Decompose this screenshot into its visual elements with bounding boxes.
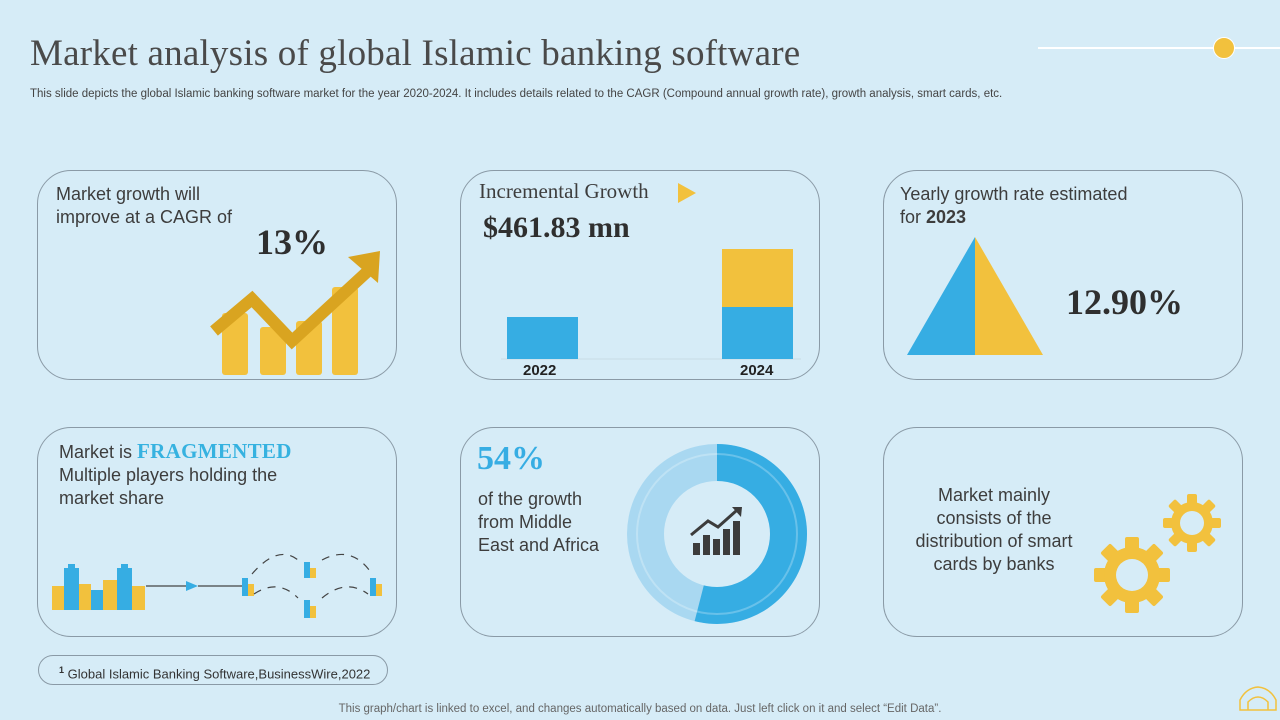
cagr-value: 13%	[256, 222, 328, 262]
yearly-text-line1: Yearly growth rate estimated	[900, 184, 1128, 204]
growth-chart-icon	[210, 251, 380, 375]
smart-cards-card: Market mainly consists of the distributi…	[883, 427, 1243, 637]
source-superscript: 1	[59, 665, 65, 675]
yearly-text-year: 2023	[926, 207, 967, 227]
deco-dot	[1213, 37, 1235, 59]
incremental-title: Incremental Growth	[479, 179, 649, 203]
footer-note: This graph/chart is linked to excel, and…	[338, 703, 942, 715]
mea-value: 54%	[477, 440, 545, 477]
page-subtitle: This slide depicts the global Islamic ba…	[30, 88, 1003, 100]
bar-label-2022: 2022	[523, 362, 557, 379]
page-title: Market analysis of global Islamic bankin…	[30, 33, 801, 74]
yearly-growth-card: Yearly growth rate estimated for 2023 12…	[883, 170, 1243, 380]
mea-donut-chart	[627, 444, 808, 624]
incremental-value: $461.83 mn	[483, 211, 630, 244]
fragmented-card: Market is FRAGMENTED Multiple players ho…	[37, 427, 397, 637]
cagr-text-line1: Market growth will	[56, 184, 201, 204]
smart-cards-line1: Market mainly	[937, 485, 1051, 505]
pyramid-icon	[907, 237, 1043, 355]
yearly-text-prefix: for	[900, 207, 927, 227]
bar-2022	[507, 317, 578, 359]
donut-hole	[664, 481, 770, 587]
fragmented-highlight: FRAGMENTED	[137, 439, 292, 463]
fragmented-prefix: Market is	[59, 442, 138, 462]
fragmented-line3: market share	[59, 488, 165, 508]
deco-line	[1038, 47, 1280, 49]
mea-line2: from Middle	[478, 512, 573, 532]
cagr-card: Market growth will improve at a CAGR of …	[37, 170, 397, 380]
mea-line1: of the growth	[478, 489, 583, 509]
bar-label-2024: 2024	[740, 362, 774, 379]
city-network-icon	[52, 553, 382, 618]
donut-inner-ring	[636, 453, 798, 615]
gears-icon	[1094, 494, 1221, 613]
bar-2024-base	[722, 307, 793, 359]
corner-logo-icon	[1239, 686, 1277, 711]
bar-chart-icon	[690, 507, 742, 555]
source-citation: 1 Global Islamic Banking Software,Busine…	[38, 655, 388, 685]
yearly-value: 12.90%	[1066, 282, 1183, 322]
play-arrow-icon	[678, 183, 696, 203]
source-text: Global Islamic Banking Software,Business…	[67, 666, 371, 682]
fragmented-line2: Multiple players holding the	[59, 465, 278, 485]
bar-2024-increment	[722, 249, 793, 307]
smart-cards-line2: consists of the	[936, 508, 1052, 528]
incremental-growth-card: Incremental Growth $461.83 mn 2022 2024	[460, 170, 820, 380]
incremental-bar-chart	[501, 249, 801, 360]
mea-line3: East and Africa	[478, 535, 600, 555]
smart-cards-line3: distribution of smart	[915, 531, 1073, 551]
cagr-text-line2: improve at a CAGR of	[56, 207, 233, 227]
smart-cards-line4: cards by banks	[933, 554, 1055, 574]
mea-growth-card: 54% of the growth from Middle East and A…	[460, 427, 820, 637]
